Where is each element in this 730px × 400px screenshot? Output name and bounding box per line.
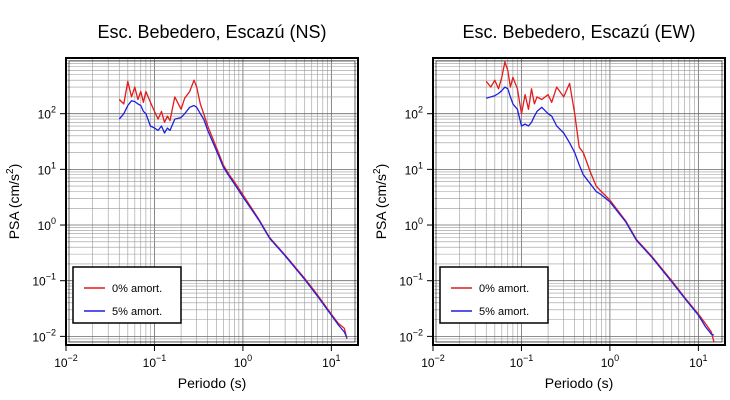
x-tick-label: 101 — [689, 353, 707, 370]
legend-label: 0% amort. — [479, 283, 529, 295]
x-tick-label: 10−1 — [143, 353, 167, 370]
legend: 0% amort. 5% amort. — [72, 266, 182, 324]
y-tick-label: 100 — [405, 216, 423, 233]
legend: 0% amort. 5% amort. — [439, 266, 549, 324]
y-tick-label: 10−1 — [399, 272, 423, 289]
plot-frame — [65, 57, 359, 346]
chart-ns: 10−2 10−1 100 101 10−2 10−1 100 101 102 Esc. Bebe… — [5, 22, 359, 391]
legend-label: 5% amort. — [479, 306, 529, 318]
y-tick-label: 101 — [38, 160, 56, 177]
legend-label: 5% amort. — [112, 306, 162, 318]
plot-frame-inner — [435, 60, 723, 343]
series-line-blue — [118, 100, 348, 338]
x-axis-label: Periodo (s) — [178, 375, 246, 391]
y-tick-label: 10−1 — [32, 272, 56, 289]
chart-title: Esc. Bebedero, Escazú (NS) — [97, 22, 326, 42]
legend-label: 0% amort. — [112, 283, 162, 295]
y-tick-label: 102 — [38, 105, 56, 122]
x-tick-label: 101 — [322, 353, 340, 370]
y-axis-label: PSA (cm/s2) — [372, 164, 389, 240]
x-tick-label: 10−2 — [54, 353, 78, 370]
x-tick-label: 10−2 — [421, 353, 445, 370]
plot-frame — [432, 57, 726, 346]
y-tick-label: 101 — [405, 160, 423, 177]
y-tick-label: 102 — [405, 105, 423, 122]
legend-box — [72, 266, 182, 324]
x-tick-label: 10−1 — [510, 353, 534, 370]
y-axis-label: PSA (cm/s2) — [5, 164, 22, 240]
plot-frame-inner — [68, 60, 356, 343]
x-tick-label: 100 — [234, 353, 252, 370]
y-tick-label: 100 — [38, 216, 56, 233]
legend-box — [439, 266, 549, 324]
y-grid — [433, 60, 725, 346]
y-tick-label: 10−2 — [32, 327, 56, 344]
series-line-blue — [486, 86, 715, 336]
x-tick-label: 100 — [601, 353, 619, 370]
chart-ew: 10−2 10−1 100 101 10−2 10−1 100 101 102 Esc. Bebe… — [372, 22, 726, 391]
y-tick-label: 10−2 — [399, 327, 423, 344]
chart-title: Esc. Bebedero, Escazú (EW) — [462, 22, 695, 42]
x-axis-label: Periodo (s) — [545, 375, 613, 391]
